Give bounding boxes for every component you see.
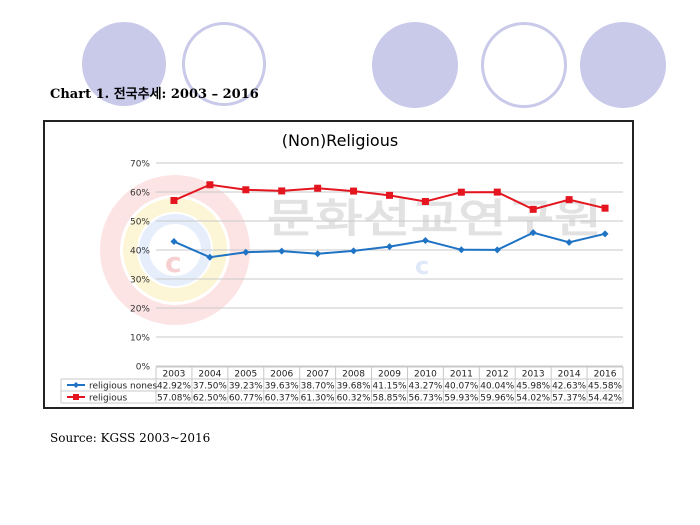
data-label: 57.37% <box>552 394 586 404</box>
data-label: 59.93% <box>444 394 478 404</box>
data-label: 40.07% <box>444 382 478 392</box>
series-layer <box>170 181 609 261</box>
data-point <box>457 246 465 254</box>
data-label: 54.02% <box>516 394 550 404</box>
legend-series-name: religious nones <box>89 382 157 392</box>
x-tick-label: 2010 <box>414 370 437 380</box>
x-tick-label: 2003 <box>163 370 186 380</box>
data-point <box>242 186 250 194</box>
decor-circle-3 <box>372 22 458 108</box>
x-tick-label: 2007 <box>306 370 329 380</box>
data-label: 58.85% <box>373 394 407 404</box>
y-tick-label: 40% <box>130 247 150 257</box>
data-label: 60.32% <box>337 394 371 404</box>
y-tick-label: 20% <box>130 305 150 315</box>
data-point <box>421 237 429 245</box>
source-note: Source: KGSS 2003~2016 <box>50 431 211 445</box>
data-point <box>170 196 178 204</box>
data-label: 42.63% <box>552 382 586 392</box>
x-tick-label: 2016 <box>594 370 617 380</box>
data-label: 61.30% <box>301 394 335 404</box>
data-point <box>278 247 286 255</box>
data-label: 62.50% <box>193 394 227 404</box>
legend-key-marker <box>73 394 79 400</box>
data-point <box>565 238 573 246</box>
data-point <box>457 188 465 196</box>
data-point <box>206 181 214 189</box>
data-point <box>242 248 250 256</box>
x-tick-label: 2005 <box>234 370 257 380</box>
watermark-logo: c c 문화선교연구원 <box>100 175 602 325</box>
data-label: 39.68% <box>337 382 371 392</box>
data-point <box>601 204 609 212</box>
decor-circle-4 <box>481 22 567 108</box>
decor-circle-1 <box>82 22 166 106</box>
data-point <box>206 253 214 261</box>
data-label: 38.70% <box>301 382 335 392</box>
data-point <box>386 191 393 199</box>
data-point <box>386 243 393 251</box>
x-tick-label: 2011 <box>450 370 473 380</box>
chart-svg: c c 문화선교연구원 (Non)Religious 0% 10% 20% 30% 40… <box>60 131 624 404</box>
data-point <box>529 229 537 237</box>
x-tick-label: 2008 <box>342 370 365 380</box>
data-label: 40.04% <box>480 382 514 392</box>
data-point <box>493 246 501 254</box>
data-label: 45.98% <box>516 382 550 392</box>
y-tick-label: 70% <box>130 160 150 170</box>
data-point <box>601 230 609 238</box>
data-label: 59.96% <box>480 394 514 404</box>
data-label: 37.50% <box>193 382 227 392</box>
y-tick-label: 30% <box>130 276 150 286</box>
x-tick-label: 2012 <box>486 370 509 380</box>
data-label: 57.08% <box>157 394 191 404</box>
data-point <box>350 247 358 255</box>
data-point <box>565 196 573 204</box>
data-point <box>278 187 286 195</box>
data-label: 41.15% <box>373 382 407 392</box>
data-label: 43.27% <box>408 382 442 392</box>
data-label: 39.23% <box>229 382 263 392</box>
y-tick-label: 50% <box>130 218 150 228</box>
data-label: 60.37% <box>265 394 299 404</box>
x-tick-label: 2014 <box>558 370 581 380</box>
x-tick-label: 2004 <box>198 370 221 380</box>
legend-series-name: religious <box>89 394 127 404</box>
chart-title: (Non)Religious <box>282 131 398 150</box>
data-label: 60.77% <box>229 394 263 404</box>
x-tick-label: 2006 <box>270 370 293 380</box>
data-point <box>314 184 322 192</box>
data-point <box>170 238 178 246</box>
data-point <box>529 205 537 213</box>
data-label: 54.42% <box>588 394 622 404</box>
data-point <box>314 250 322 258</box>
watermark-text: 문화선교연구원 <box>267 196 602 242</box>
data-label: 42.92% <box>157 382 191 392</box>
x-tick-label: 2009 <box>378 370 401 380</box>
y-tick-label: 0% <box>136 363 151 373</box>
data-point <box>493 188 501 196</box>
chart-frame: c c 문화선교연구원 (Non)Religious 0% 10% 20% 30% 40… <box>43 120 634 409</box>
slide-heading: Chart 1. 전국추세: 2003 – 2016 <box>50 87 259 102</box>
y-tick-label: 60% <box>130 189 150 199</box>
y-tick-label: 10% <box>130 334 150 344</box>
watermark-letter: c <box>415 252 429 280</box>
watermark-letter: c <box>165 246 182 279</box>
data-point <box>350 187 358 195</box>
legend-key-marker <box>73 382 79 388</box>
decor-circle-2 <box>182 22 266 106</box>
data-label: 39.63% <box>265 382 299 392</box>
data-table: 2003 2004 2005 2006 2007 2008 2009 2010 2011 2012… <box>60 366 624 404</box>
decor-circle-5 <box>580 22 666 108</box>
data-point <box>421 197 429 205</box>
x-tick-label: 2013 <box>522 370 545 380</box>
data-label: 56.73% <box>408 394 442 404</box>
data-label: 45.58% <box>588 382 622 392</box>
